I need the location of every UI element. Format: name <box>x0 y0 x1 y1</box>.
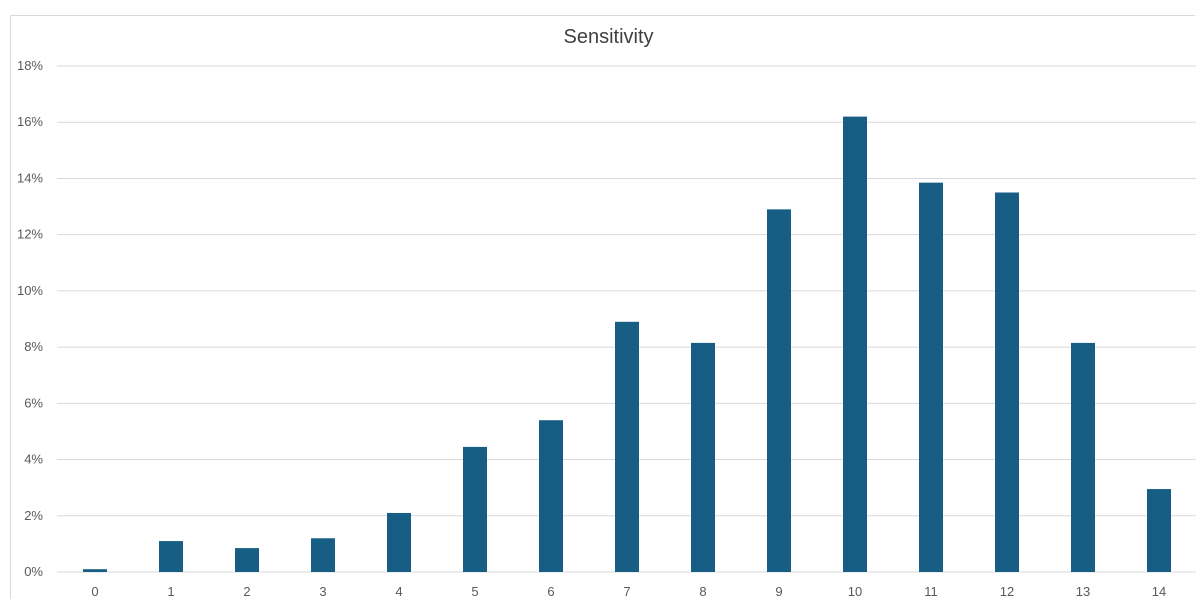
x-tick-label: 9 <box>775 584 782 599</box>
x-tick-label: 10 <box>848 584 862 599</box>
x-tick-label: 12 <box>1000 584 1014 599</box>
x-tick-label: 11 <box>924 584 938 599</box>
x-tick-label: 1 <box>167 584 174 599</box>
bar-14 <box>1147 489 1171 572</box>
bar-11 <box>919 182 943 572</box>
y-tick-label: 18% <box>17 58 43 73</box>
x-tick-label: 6 <box>547 584 554 599</box>
y-tick-label: 2% <box>24 508 43 523</box>
y-tick-label: 16% <box>17 114 43 129</box>
y-axis-ticks: 0% 2% 4% 6% 8% 10% 12% 14% 16% 18% <box>17 58 43 579</box>
y-tick-label: 8% <box>24 339 43 354</box>
y-tick-label: 12% <box>17 227 43 242</box>
bar-9 <box>767 209 791 572</box>
bar-6 <box>539 420 563 572</box>
chart-frame <box>10 15 1195 599</box>
bar-12 <box>995 192 1019 572</box>
bar-10 <box>843 116 867 572</box>
x-tick-label: 13 <box>1076 584 1090 599</box>
x-tick-label: 0 <box>91 584 98 599</box>
x-tick-label: 4 <box>395 584 402 599</box>
y-tick-label: 10% <box>17 283 43 298</box>
bar-1 <box>159 541 183 572</box>
y-tick-label: 4% <box>24 452 43 467</box>
bar-5 <box>463 446 487 572</box>
x-tick-label: 3 <box>319 584 326 599</box>
y-tick-label: 14% <box>17 170 43 185</box>
bars <box>83 116 1171 572</box>
y-tick-label: 0% <box>24 564 43 579</box>
bar-8 <box>691 342 715 572</box>
bar-2 <box>235 548 259 572</box>
x-axis-ticks: 0 1 2 3 4 5 6 7 8 9 10 11 12 13 14 <box>91 584 1166 599</box>
bar-0 <box>83 569 107 572</box>
bar-4 <box>387 512 411 572</box>
x-tick-label: 8 <box>699 584 706 599</box>
x-tick-label: 5 <box>471 584 478 599</box>
y-tick-label: 6% <box>24 395 43 410</box>
x-tick-label: 2 <box>243 584 250 599</box>
bar-13 <box>1071 342 1095 572</box>
x-tick-label: 7 <box>623 584 630 599</box>
x-tick-label: 14 <box>1152 584 1166 599</box>
chart-title: Sensitivity <box>563 26 654 48</box>
bar-7 <box>615 321 639 572</box>
bar-3 <box>311 538 335 572</box>
